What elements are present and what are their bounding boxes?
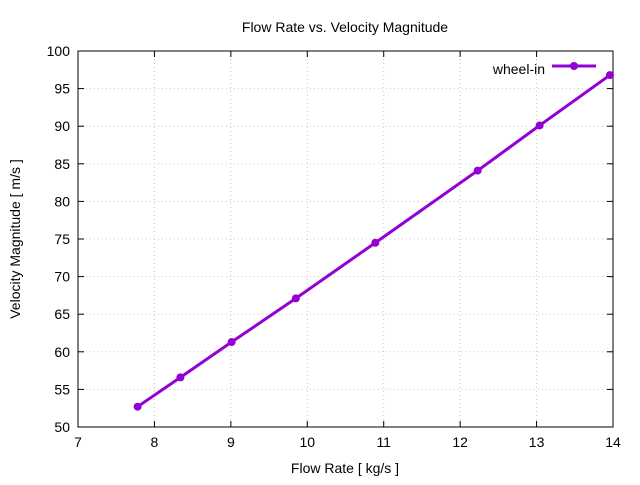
y-tick-label: 50: [54, 419, 70, 435]
grid: [78, 51, 613, 427]
data-point: [133, 402, 142, 411]
y-tick-label: 85: [54, 156, 70, 172]
y-axis-label: Velocity Magnitude [ m/s ]: [7, 159, 23, 319]
legend-marker: [570, 62, 578, 70]
y-tick-label: 70: [54, 269, 70, 285]
legend-label: wheel-in: [492, 61, 545, 77]
x-axis-label: Flow Rate [ kg/s ]: [291, 460, 399, 476]
data-point: [535, 121, 544, 130]
axis-ticks: 7 8 9 10 11 12 13 14 50 55 60 65 70 75 80 85 90 95 100: [47, 43, 621, 450]
y-tick-label: 75: [54, 231, 70, 247]
y-tick-label: 90: [54, 118, 70, 134]
y-tick-label: 55: [54, 381, 70, 397]
series-line: [136, 73, 611, 408]
data-point: [473, 166, 482, 175]
chart-title: Flow Rate vs. Velocity Magnitude: [242, 19, 448, 35]
y-tick-label: 95: [54, 81, 70, 97]
x-tick-label: 12: [452, 434, 468, 450]
series-group: [133, 71, 614, 411]
x-tick-label: 13: [529, 434, 545, 450]
x-tick-label: 8: [151, 434, 159, 450]
y-tick-label: 60: [54, 344, 70, 360]
x-tick-label: 10: [299, 434, 315, 450]
data-point: [291, 294, 300, 303]
x-tick-label: 14: [605, 434, 621, 450]
x-tick-label: 7: [74, 434, 82, 450]
x-tick-label: 11: [376, 434, 391, 450]
data-point: [176, 373, 185, 382]
data-point: [605, 71, 614, 80]
legend: wheel-in: [492, 61, 596, 77]
y-tick-label: 100: [47, 43, 71, 59]
x-tick-label: 9: [227, 434, 235, 450]
data-point: [371, 238, 380, 247]
y-tick-label: 65: [54, 306, 70, 322]
y-tick-label: 80: [54, 193, 70, 209]
data-point: [227, 338, 236, 347]
